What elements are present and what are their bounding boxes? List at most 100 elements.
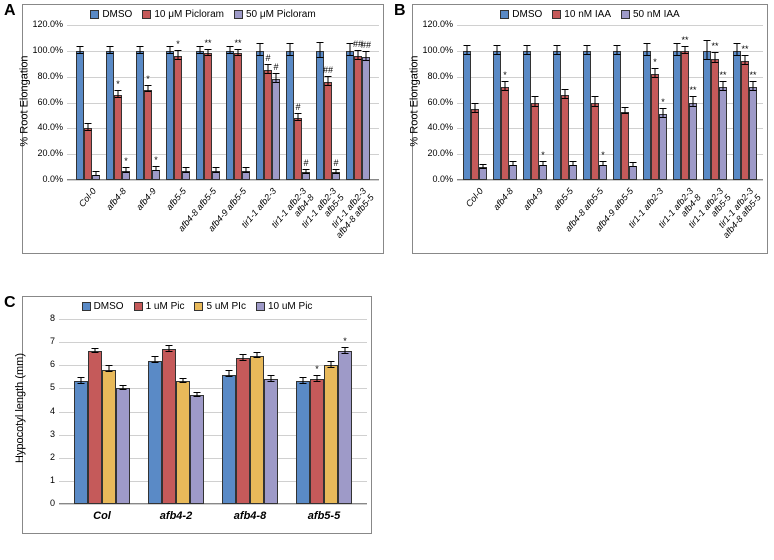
x-tick-label: afb4-8 [222,510,278,522]
significance-marker: * [146,74,150,84]
bar [196,51,204,180]
error-bar [200,46,201,54]
y-tick-label: 1 [19,475,55,485]
bar [583,51,591,180]
significance-marker: ** [711,41,718,51]
error-bar [475,103,476,113]
error-bar [595,96,596,106]
bar [531,103,539,181]
bar [76,51,84,180]
error-bar [148,85,149,93]
bar: ## [354,56,362,180]
significance-marker: ** [719,70,726,80]
error-bar [216,167,217,172]
x-tick-label: afb5-5 [552,186,576,212]
y-tick-label: 120.0% [27,19,63,29]
x-tick-label: Col-0 [464,186,485,209]
significance-marker: ** [204,38,211,48]
x-tick-label: afb5-5 [296,510,352,522]
legend-label: 10 uM Pic [268,301,312,312]
chart-b-legend: DMSO10 nM IAA50 nM IAA [413,9,767,20]
error-bar [109,365,110,372]
legend-swatch [621,10,630,19]
error-bar [298,113,299,121]
gridline [59,319,367,320]
error-bar [260,43,261,56]
bar [182,171,190,180]
bar: ** [741,61,749,180]
x-tick-label: afb4-8 [105,186,129,212]
error-bar [317,375,318,382]
bar: * [122,171,130,180]
y-tick-label: 2 [19,452,55,462]
legend-label: DMSO [94,301,124,312]
x-tick-label: Col [74,510,130,522]
significance-marker: ** [741,44,748,54]
legend-item: 10 nM IAA [552,9,611,20]
legend-item: 10 μM Picloram [142,9,224,20]
bar [561,95,569,180]
error-bar [95,348,96,354]
y-tick-label: 60.0% [417,97,453,107]
significance-marker: * [343,336,347,346]
gridline [457,180,763,181]
error-bar [723,81,724,91]
y-tick-label: 3 [19,429,55,439]
error-bar [197,392,198,398]
panel-c: C DMSO1 uM Pic5 uM PIc10 uM Pic Hypocoty… [0,292,380,552]
y-tick-label: 20.0% [417,148,453,158]
error-bar [677,43,678,56]
y-tick-label: 100.0% [417,45,453,55]
panel-a: A DMSO10 μM Picloram50 μM Picloram % Roo… [0,0,390,260]
bar: * [310,379,324,504]
error-bar [257,352,258,359]
bar [324,365,338,504]
bar [242,171,250,180]
bar: ** [719,87,727,180]
significance-marker: ## [323,65,333,75]
error-bar [573,161,574,166]
bar [463,51,471,180]
y-tick-label: 60.0% [27,97,63,107]
error-bar [753,81,754,91]
error-bar [707,40,708,61]
error-bar [745,55,746,65]
y-tick-label: 6 [19,359,55,369]
gridline [67,25,379,26]
legend-swatch [134,302,143,311]
bar [613,51,621,180]
y-tick-label: 40.0% [417,122,453,132]
y-tick-label: 4 [19,406,55,416]
error-bar [565,89,566,99]
y-tick-label: 20.0% [27,148,63,158]
legend-item: DMSO [82,301,124,312]
bar: # [302,172,310,180]
bar: * [152,170,160,180]
error-bar [178,50,179,60]
bar: # [272,79,280,180]
bar [643,51,651,180]
significance-marker: # [333,158,338,168]
legend-swatch [234,10,243,19]
bar: * [174,56,182,180]
bar: # [332,172,340,180]
bar [553,51,561,180]
significance-marker: ** [234,38,241,48]
significance-marker: * [154,155,158,165]
error-bar [243,354,244,361]
x-tick-label: afb5-5 [165,186,189,212]
legend-swatch [142,10,151,19]
legend-swatch [194,302,203,311]
bar [102,370,116,504]
significance-marker: ** [749,70,756,80]
error-bar [366,51,367,61]
bar [733,51,741,180]
significance-marker: # [265,53,270,63]
error-bar [123,385,124,391]
bar [479,167,487,180]
error-bar [155,356,156,363]
panel-c-label: C [4,294,16,312]
significance-marker: ## [361,40,371,50]
legend-swatch [82,302,91,311]
y-tick-label: 80.0% [27,71,63,81]
